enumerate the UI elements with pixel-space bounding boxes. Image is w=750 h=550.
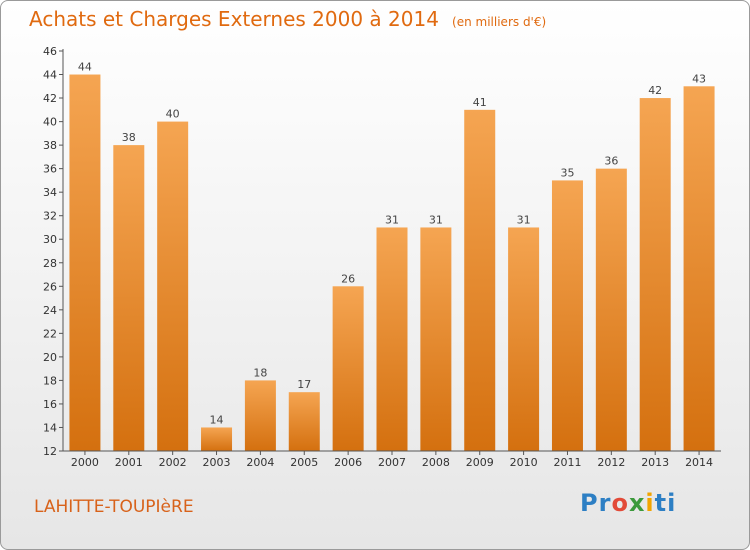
y-tick-label: 44 <box>43 69 57 82</box>
place-name: LAHITTE-TOUPIèRE <box>34 497 194 517</box>
y-tick-label: 38 <box>43 139 57 152</box>
data-label: 36 <box>604 155 618 168</box>
data-label: 31 <box>385 213 399 226</box>
logo-part: x <box>628 489 646 517</box>
bar <box>420 227 452 451</box>
y-tick-label: 32 <box>43 210 57 223</box>
x-tick-label: 2011 <box>553 456 581 469</box>
x-tick-label: 2005 <box>290 456 318 469</box>
data-label: 17 <box>297 378 311 391</box>
bar <box>464 109 496 451</box>
bars-group: 44 38 40 14 18 17 26 31 31 41 31 35 36 42 43 <box>69 61 715 452</box>
proxiti-logo: Proxiti <box>580 489 676 517</box>
data-label: 31 <box>517 213 531 226</box>
bar <box>683 86 715 451</box>
bar <box>157 121 189 452</box>
x-tick-label: 2014 <box>685 456 713 469</box>
data-label: 31 <box>429 213 443 226</box>
data-label: 42 <box>648 84 662 97</box>
y-tick-label: 40 <box>43 116 57 129</box>
logo-part: ti <box>654 489 677 517</box>
y-tick-label: 22 <box>43 327 57 340</box>
x-tick-label: 2008 <box>422 456 450 469</box>
axes-group: 2000 2001 2002 2003 2004 2005 2006 2007 2008 2009… <box>43 45 721 469</box>
x-tick-label: 2004 <box>246 456 274 469</box>
data-label: 41 <box>473 96 487 109</box>
x-tick-label: 2003 <box>203 456 231 469</box>
y-tick-label: 16 <box>43 398 57 411</box>
bar <box>113 145 145 451</box>
y-tick-label: 26 <box>43 280 57 293</box>
data-label: 35 <box>560 166 574 179</box>
data-label: 43 <box>692 72 706 85</box>
data-label: 14 <box>210 413 224 426</box>
chart-title-main: Achats et Charges Externes 2000 à 2014 <box>29 7 439 31</box>
y-tick-label: 24 <box>43 304 57 317</box>
y-tick-label: 28 <box>43 257 57 270</box>
data-label: 44 <box>78 61 92 74</box>
data-label: 38 <box>122 131 136 144</box>
x-tick-label: 2000 <box>71 456 99 469</box>
x-tick-label: 2012 <box>597 456 625 469</box>
bar <box>376 227 408 451</box>
logo-part: Pr <box>580 489 612 517</box>
y-tick-label: 12 <box>43 445 57 458</box>
x-tick-label: 2001 <box>115 456 143 469</box>
data-label: 18 <box>253 366 267 379</box>
y-tick-label: 20 <box>43 351 57 364</box>
logo-part: o <box>611 489 629 517</box>
bar <box>288 392 320 451</box>
bar <box>244 380 276 451</box>
y-tick-label: 34 <box>43 186 57 199</box>
bar <box>595 168 627 451</box>
x-tick-label: 2009 <box>466 456 494 469</box>
y-tick-label: 46 <box>43 45 57 58</box>
bar <box>508 227 540 451</box>
bar <box>332 286 364 451</box>
logo-part: i <box>645 489 655 517</box>
chart-title: Achats et Charges Externes 2000 à 2014 (… <box>29 7 546 31</box>
y-tick-label: 42 <box>43 92 57 105</box>
x-tick-label: 2010 <box>510 456 538 469</box>
data-label: 40 <box>166 108 180 121</box>
y-tick-label: 30 <box>43 233 57 246</box>
y-tick-label: 18 <box>43 374 57 387</box>
x-tick-label: 2002 <box>159 456 187 469</box>
x-tick-label: 2007 <box>378 456 406 469</box>
bar <box>639 98 671 451</box>
bar <box>201 427 233 451</box>
x-tick-label: 2006 <box>334 456 362 469</box>
data-label: 26 <box>341 272 355 285</box>
x-tick-label: 2013 <box>641 456 669 469</box>
y-tick-label: 36 <box>43 163 57 176</box>
bar <box>69 74 101 451</box>
bar <box>551 180 583 452</box>
y-tick-label: 14 <box>43 421 57 434</box>
chart-subtitle: (en milliers d'€) <box>452 15 547 29</box>
